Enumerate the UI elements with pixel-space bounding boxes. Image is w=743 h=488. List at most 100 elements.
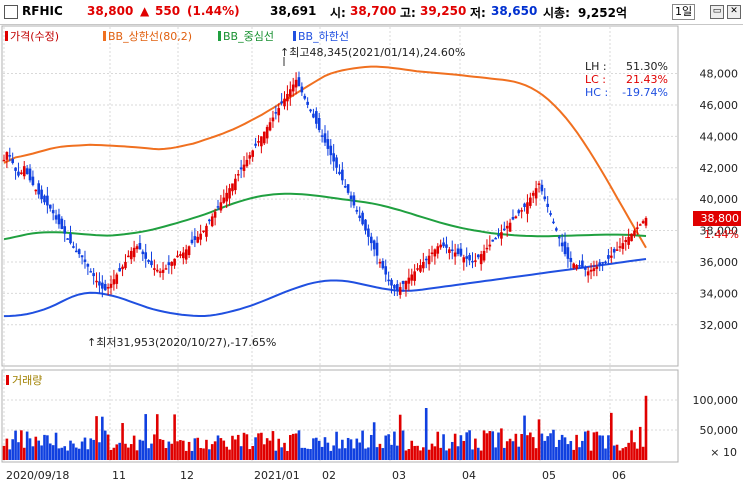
volume-bar xyxy=(618,450,622,460)
select-checkbox[interactable] xyxy=(4,5,18,19)
volume-bar xyxy=(349,439,353,460)
candle-body xyxy=(358,215,362,218)
candle-body xyxy=(468,255,471,261)
volume-bar xyxy=(158,439,162,460)
volume-bar xyxy=(69,440,72,460)
candle-body xyxy=(326,139,330,149)
volume-bar xyxy=(95,416,98,460)
candle-body xyxy=(40,189,43,200)
lh-value: 51.30% xyxy=(626,60,668,73)
candle-body xyxy=(320,135,324,137)
candle-body xyxy=(208,219,211,222)
volume-bar xyxy=(210,444,214,460)
candle-body xyxy=(92,273,95,277)
candle-body xyxy=(109,283,113,288)
candle-body xyxy=(422,261,425,269)
candle-body xyxy=(303,95,307,99)
volume-bar xyxy=(34,436,38,460)
volume-bar xyxy=(245,434,249,460)
stock-chart[interactable]: 32,000 34,000 36,000 38,000 40,000 42,000 44,0… xyxy=(0,24,743,488)
price-tick-label: 44,000 xyxy=(700,130,739,143)
volume-bar xyxy=(575,434,578,460)
volume-bar xyxy=(479,450,483,460)
volume-bar xyxy=(106,434,110,460)
volume-bar xyxy=(274,450,278,460)
legend: 가격(수정) BB_상한선(80,2) BB_중심선 BB_하한선 xyxy=(5,29,349,43)
volume-bar xyxy=(254,437,257,460)
candle-body xyxy=(69,233,72,244)
candle-body xyxy=(332,153,335,162)
volume-bar xyxy=(22,447,26,460)
candle-body xyxy=(517,210,521,214)
close-icon[interactable]: ✕ xyxy=(727,5,741,19)
volume-bar xyxy=(329,450,333,460)
volume-bar xyxy=(586,430,590,460)
date-tick-label: 04 xyxy=(462,469,476,482)
candle-body xyxy=(609,255,613,258)
candle-body xyxy=(462,257,466,263)
candle-body xyxy=(260,136,263,147)
volume-bar xyxy=(494,447,497,460)
candle-body xyxy=(459,248,463,256)
volume-bar xyxy=(127,447,130,460)
volume-bar xyxy=(520,433,523,460)
bollinger-bands xyxy=(3,65,647,318)
volume-tick-label: 50,000 xyxy=(700,424,739,437)
candle-body xyxy=(627,236,630,245)
price-tag-percent: 1.44% xyxy=(704,228,739,241)
candle-body xyxy=(170,261,174,266)
volume-bar xyxy=(488,431,492,460)
candle-body xyxy=(300,86,304,93)
candle-body xyxy=(485,247,489,250)
minimize-icon[interactable]: ▭ xyxy=(710,5,724,19)
candle-body xyxy=(141,251,145,255)
candle-body xyxy=(520,210,523,212)
volume-bars xyxy=(2,395,648,460)
volume-bar xyxy=(320,446,324,460)
volume-bar xyxy=(621,448,625,460)
candle-body xyxy=(2,159,6,162)
volume-bar xyxy=(57,448,61,460)
volume-bar xyxy=(8,449,12,460)
candle-body xyxy=(563,241,567,255)
volume-bar xyxy=(268,440,272,460)
candle-body xyxy=(274,112,278,114)
candle-body xyxy=(456,248,460,255)
volume-bar xyxy=(98,442,101,460)
volume-legend-swatch xyxy=(6,375,9,385)
candle-body xyxy=(491,239,495,242)
volume-axis: 50,000 100,000 xyxy=(693,394,739,437)
candle-body xyxy=(592,268,596,272)
volume-bar xyxy=(213,441,217,460)
candle-body xyxy=(288,89,292,97)
volume-bar xyxy=(190,450,194,460)
volume-bar xyxy=(300,447,304,460)
candle-body xyxy=(28,168,32,181)
change-arrow-icon: ▲ xyxy=(140,4,150,18)
volume-bar xyxy=(187,441,191,460)
volume-bar xyxy=(424,407,428,460)
volume-bar xyxy=(124,443,127,460)
candle-body xyxy=(181,252,185,259)
volume-bar xyxy=(60,447,64,460)
volume-bar xyxy=(51,445,55,460)
period-selector[interactable]: 1일 xyxy=(672,4,696,20)
volume-bar xyxy=(462,440,466,460)
candle-body xyxy=(355,209,359,212)
volume-bar xyxy=(583,431,587,460)
volume-bar xyxy=(286,450,289,460)
candle-body xyxy=(265,126,269,139)
volume-bar xyxy=(17,442,20,460)
max-annotation: ↑최고48,345(2021/01/14),24.60% xyxy=(280,46,465,59)
low-label: 저: xyxy=(470,6,486,20)
volume-bar xyxy=(341,439,344,460)
candle-body xyxy=(277,108,281,116)
candle-body xyxy=(228,188,231,199)
candle-body xyxy=(5,152,9,160)
volume-bar xyxy=(641,446,645,460)
volume-bar xyxy=(361,430,364,460)
candle-body xyxy=(268,122,272,131)
change-value: 550 xyxy=(155,4,181,18)
candle-body xyxy=(335,157,338,168)
candle-body xyxy=(25,168,29,175)
